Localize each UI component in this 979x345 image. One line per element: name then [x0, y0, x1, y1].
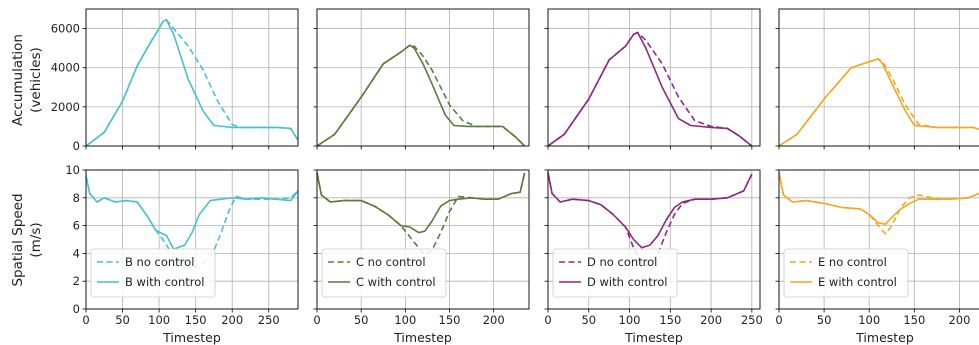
panel-b-speed-xtick-label-5: 250: [258, 313, 280, 327]
panel-b-accumulation-ytick-label-0: 0: [73, 139, 80, 153]
panel-e-speed-series-1: [778, 172, 979, 225]
panel-c-speed-series-1: [316, 172, 526, 234]
panel-d-speed-xtick-label-1: 50: [581, 313, 596, 327]
panel-b-speed-legend-label-0: B no control: [125, 255, 194, 269]
panel-e-accumulation: [775, 8, 979, 150]
panel-c-speed-xlabel: Timestep: [393, 330, 452, 345]
panel-b-speed-ytick-label-5: 10: [65, 163, 80, 177]
panel-e-speed-xtick-label-0: 0: [775, 313, 782, 327]
panel-b-speed-xtick-label-2: 100: [148, 313, 170, 327]
panel-d-speed-frame: [547, 169, 761, 310]
panel-c-speed-legend-label-0: C no control: [356, 255, 426, 269]
panel-e-speed: 0 50 100 150 200 Timestep E no control E with c…: [775, 169, 979, 345]
panel-d-speed-xtick-label-2: 100: [619, 313, 641, 327]
panel-b-accumulation-ytick-label-3: 6000: [51, 22, 80, 36]
panel-e-speed-xtick-label-3: 150: [903, 313, 925, 327]
panel-d-accumulation-series-0: [547, 31, 753, 147]
panel-b-speed-ytick-label-2: 4: [73, 246, 80, 260]
panel-c-speed-frame: [316, 169, 530, 310]
panel-b-accumulation: 0 2000 4000 6000: [51, 8, 299, 153]
panel-d-speed-xtick-label-4: 200: [700, 313, 722, 327]
panel-b-speed-ytick-label-4: 8: [73, 191, 80, 205]
panel-c-speed-xtick-label-1: 50: [354, 313, 369, 327]
row-label-accumulation-1: Accumulation: [10, 34, 26, 126]
panel-c-accumulation-series-1: [316, 44, 526, 147]
panel-c-speed-xtick-label-2: 100: [394, 313, 416, 327]
panel-b-accumulation-frame: [85, 8, 299, 147]
panel-b-speed-xtick-label-0: 0: [82, 313, 89, 327]
panel-b-accumulation-series-1: [85, 19, 299, 147]
panel-d-speed: 0 50 100 150 200 250 Timestep D no control D wit…: [544, 169, 763, 345]
panel-e-speed-xlabel: Timestep: [855, 330, 914, 345]
panel-c-speed-xtick-label-4: 200: [483, 313, 505, 327]
panel-e-speed-frame: [778, 169, 979, 310]
panel-b-speed-frame: [85, 169, 299, 310]
panel-d-accumulation-frame: [547, 8, 761, 147]
panel-b-accumulation-ytick-label-1: 2000: [51, 100, 80, 114]
panel-c-speed-xtick-label-3: 150: [439, 313, 461, 327]
panel-d-speed-legend-label-0: D no control: [587, 255, 657, 269]
panel-e-speed-series-0: [778, 172, 979, 235]
panel-b-speed-xtick-label-1: 50: [115, 313, 130, 327]
panel-c-accumulation-frame: [316, 8, 530, 147]
panel-b-speed-xlabel: Timestep: [162, 330, 221, 345]
panel-e-speed-xtick-label-2: 100: [858, 313, 880, 327]
panel-b-speed-ytick-label-0: 0: [73, 302, 80, 316]
panel-c-accumulation: [313, 8, 530, 150]
panel-d-accumulation: [544, 8, 761, 150]
panel-c-speed-xtick-label-0: 0: [313, 313, 320, 327]
panel-b-speed-legend-box: [90, 248, 216, 298]
panel-e-speed-legend-label-0: E no control: [818, 255, 887, 269]
panel-c-speed-legend-label-1: C with control: [356, 275, 436, 289]
panel-e-accumulation-series-1: [778, 58, 979, 147]
panel-b-speed: 0 50 100 150 200 250 0 2 4 6 8 10 Timestep B no contr…: [65, 163, 299, 345]
panel-b-speed-xtick-label-3: 150: [185, 313, 207, 327]
panel-d-speed-xtick-label-5: 250: [741, 313, 763, 327]
panel-c-speed-legend-box: [321, 248, 447, 298]
panel-d-speed-xtick-label-0: 0: [544, 313, 551, 327]
panel-d-speed-xtick-label-3: 150: [659, 313, 681, 327]
panel-b-speed-series-1: [85, 175, 299, 250]
panel-d-speed-legend-box: [552, 248, 678, 298]
panel-d-speed-xlabel: Timestep: [624, 330, 683, 345]
row-label-speed-2: (m/s): [28, 222, 44, 257]
row-label-speed-1: Spatial Speed: [10, 193, 26, 286]
panel-d-accumulation-series-1: [547, 31, 753, 147]
panel-b-accumulation-ytick-label-2: 4000: [51, 61, 80, 75]
panel-b-speed-legend-label-1: B with control: [125, 275, 204, 289]
panel-e-speed-legend-label-1: E with control: [818, 275, 897, 289]
panel-e-speed-xtick-label-4: 200: [948, 313, 970, 327]
panel-b-speed-xtick-label-4: 200: [221, 313, 243, 327]
panel-b-speed-ytick-label-3: 6: [73, 219, 80, 233]
panel-e-accumulation-series-0: [778, 58, 979, 147]
row-label-accumulation-2: (vehicles): [28, 47, 44, 113]
panel-e-accumulation-frame: [778, 8, 979, 147]
panel-d-speed-series-1: [547, 172, 753, 249]
panel-e-speed-xtick-label-1: 50: [817, 313, 832, 327]
panel-d-speed-legend-label-1: D with control: [587, 275, 667, 289]
panel-b-speed-ytick-label-1: 2: [73, 274, 80, 288]
panel-e-speed-legend-box: [783, 248, 909, 298]
panel-c-speed: 0 50 100 150 200 Timestep C no control C with c…: [313, 169, 530, 345]
